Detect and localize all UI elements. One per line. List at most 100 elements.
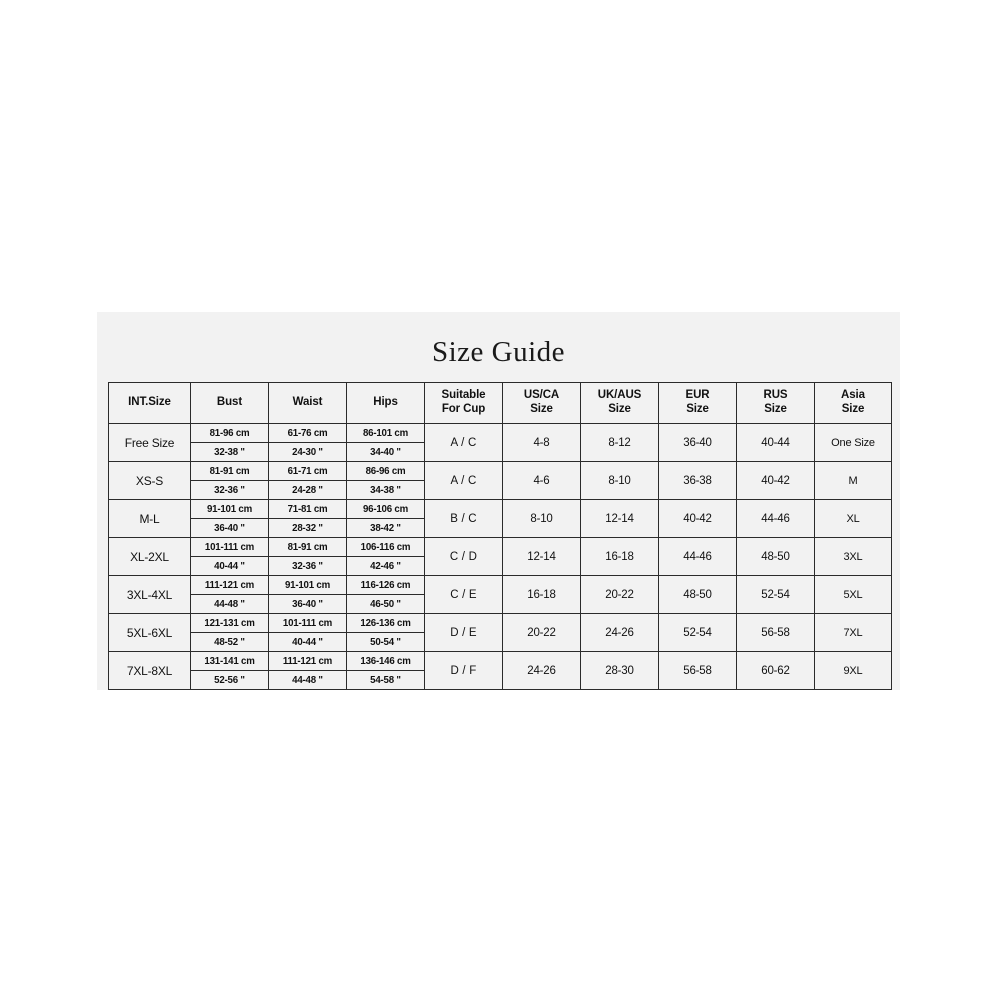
cell-waist-cm: 101-111 cm (268, 613, 347, 633)
column-header-eur-size: EUR Size (658, 382, 737, 424)
table-header-row: INT.Size Bust Waist Hips Suitable For Cup… (108, 382, 892, 424)
cell-us-ca-size: 4-8 (502, 423, 581, 462)
cell-waist-in: 32-36 " (268, 556, 347, 576)
cell-int-size: XL-2XL (108, 537, 191, 576)
cell-suitable-for-cup: C / D (424, 537, 503, 576)
size-guide-panel: Size Guide INT.Size Bust Waist Hips Suit… (97, 312, 900, 690)
cell-rus-size: 60-62 (736, 651, 815, 690)
cell-hips-in: 38-42 " (346, 518, 425, 538)
page-title: Size Guide (431, 336, 566, 368)
cell-asia-size: One Size (814, 423, 892, 462)
column-header-ukaus-line1: UK/AUS (597, 389, 642, 402)
cell-bust-cm: 81-91 cm (190, 461, 269, 481)
cell-rus-size: 44-46 (736, 499, 815, 538)
size-guide-table: INT.Size Bust Waist Hips Suitable For Cup… (108, 382, 892, 690)
cell-us-ca-size: 24-26 (502, 651, 581, 690)
cell-bust-in: 36-40 " (190, 518, 269, 538)
column-header-hips-label: Hips (373, 396, 398, 409)
cell-bust-in: 44-48 " (190, 594, 269, 614)
cell-suitable-for-cup: C / E (424, 575, 503, 614)
cell-us-ca-size: 8-10 (502, 499, 581, 538)
cell-hips-in: 34-40 " (346, 442, 425, 462)
cell-uk-aus-size: 16-18 (580, 537, 659, 576)
cell-bust-in: 32-36 " (190, 480, 269, 500)
cell-us-ca-size: 12-14 (502, 537, 581, 576)
column-header-rus-line1: RUS (763, 389, 788, 402)
cell-int-size: 7XL-8XL (108, 651, 191, 690)
cell-rus-size: 56-58 (736, 613, 815, 652)
cell-hips-in: 54-58 " (346, 670, 425, 690)
table-row-inches: 40-44 " 32-36 " 42-46 " (109, 556, 892, 576)
cell-uk-aus-size: 20-22 (580, 575, 659, 614)
cell-eur-size: 52-54 (658, 613, 737, 652)
size-guide-table-container: INT.Size Bust Waist Hips Suitable For Cup… (108, 382, 892, 690)
cell-int-size: 5XL-6XL (108, 613, 191, 652)
cell-hips-cm: 96-106 cm (346, 499, 425, 519)
cell-waist-in: 28-32 " (268, 518, 347, 538)
column-header-usca-line1: US/CA (523, 389, 560, 402)
cell-hips-cm: 86-96 cm (346, 461, 425, 481)
cell-eur-size: 44-46 (658, 537, 737, 576)
column-header-rus-line2: Size (764, 403, 787, 415)
cell-hips-cm: 126-136 cm (346, 613, 425, 633)
cell-uk-aus-size: 28-30 (580, 651, 659, 690)
cell-hips-cm: 106-116 cm (346, 537, 425, 557)
cell-suitable-for-cup: A / C (424, 423, 503, 462)
cell-waist-cm: 71-81 cm (268, 499, 347, 519)
cell-int-size: M-L (108, 499, 191, 538)
cell-asia-size: 3XL (814, 537, 892, 576)
cell-uk-aus-size: 8-12 (580, 423, 659, 462)
cell-hips-in: 50-54 " (346, 632, 425, 652)
cell-bust-in: 52-56 " (190, 670, 269, 690)
column-header-asia-line1: Asia (841, 389, 865, 402)
cell-bust-cm: 91-101 cm (190, 499, 269, 519)
cell-us-ca-size: 20-22 (502, 613, 581, 652)
cell-rus-size: 52-54 (736, 575, 815, 614)
table-row: 5XL-6XL 121-131 cm 101-111 cm 126-136 cm D /… (108, 613, 892, 652)
cell-waist-cm: 61-71 cm (268, 461, 347, 481)
cell-hips-in: 34-38 " (346, 480, 425, 500)
cell-hips-cm: 136-146 cm (346, 651, 425, 671)
cell-int-size: XS-S (108, 461, 191, 500)
cell-waist-cm: 91-101 cm (268, 575, 347, 595)
cell-waist-cm: 81-91 cm (268, 537, 347, 557)
cell-bust-in: 40-44 " (190, 556, 269, 576)
cell-waist-in: 40-44 " (268, 632, 347, 652)
cell-rus-size: 48-50 (736, 537, 815, 576)
column-header-waist-label: Waist (292, 396, 323, 409)
column-header-asia-line2: Size (841, 403, 865, 415)
cell-hips-in: 42-46 " (346, 556, 425, 576)
column-header-rus-size: RUS Size (736, 382, 815, 424)
cell-eur-size: 56-58 (658, 651, 737, 690)
column-header-int-size: INT.Size (108, 382, 191, 424)
cell-eur-size: 36-38 (658, 461, 737, 500)
cell-suitable-for-cup: D / E (424, 613, 503, 652)
cell-waist-in: 36-40 " (268, 594, 347, 614)
cell-uk-aus-size: 24-26 (580, 613, 659, 652)
column-header-int-size-label: INT.Size (128, 396, 171, 409)
cell-bust-cm: 131-141 cm (190, 651, 269, 671)
table-row: XS-S 81-91 cm 61-71 cm 86-96 cm A / C 4-6 8-10… (108, 461, 892, 500)
cell-bust-in: 48-52 " (190, 632, 269, 652)
column-header-hips: Hips (346, 382, 425, 424)
cell-bust-cm: 101-111 cm (190, 537, 269, 557)
cell-bust-in: 32-38 " (190, 442, 269, 462)
cell-suitable-for-cup: A / C (424, 461, 503, 500)
table-row: M-L 91-101 cm 71-81 cm 96-106 cm B / C 8-10 12… (108, 499, 892, 538)
cell-eur-size: 48-50 (658, 575, 737, 614)
column-header-suitable-for-cup: Suitable For Cup (424, 382, 503, 424)
table-row-inches: 44-48 " 36-40 " 46-50 " (109, 594, 892, 614)
cell-asia-size: 9XL (814, 651, 892, 690)
cell-us-ca-size: 4-6 (502, 461, 581, 500)
table-row: 3XL-4XL 111-121 cm 91-101 cm 116-126 cm C / … (108, 575, 892, 614)
cell-bust-cm: 121-131 cm (190, 613, 269, 633)
cell-hips-cm: 116-126 cm (346, 575, 425, 595)
column-header-cup-line2: For Cup (441, 403, 486, 415)
column-header-uk-aus-size: UK/AUS Size (580, 382, 659, 424)
table-row-inches: 36-40 " 28-32 " 38-42 " (109, 518, 892, 538)
table-row-inches: 52-56 " 44-48 " 54-58 " (109, 670, 892, 690)
cell-rus-size: 40-44 (736, 423, 815, 462)
column-header-eur-line1: EUR (685, 389, 710, 402)
